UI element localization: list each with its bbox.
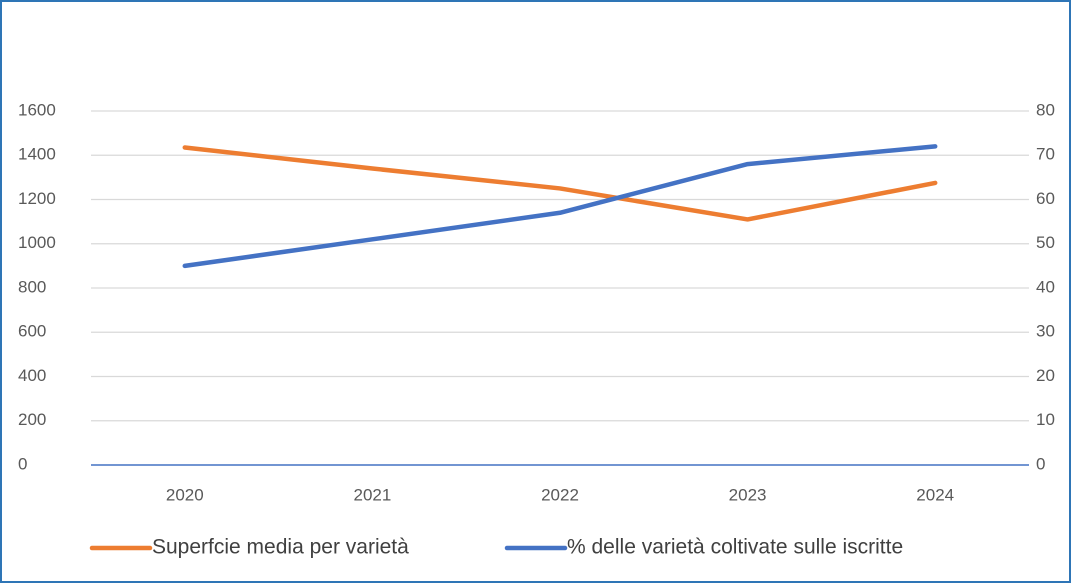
series-line: [182, 145, 938, 222]
y2-tick-label: 20: [1036, 366, 1055, 385]
y2-tick-label: 40: [1036, 277, 1055, 296]
y-tick-label: 1200: [18, 189, 56, 208]
x-tick-label: 2022: [541, 485, 579, 504]
y-tick-label: 800: [18, 277, 46, 296]
y2-tick-label: 60: [1036, 189, 1055, 208]
y-tick-label: 1000: [18, 233, 56, 252]
x-tick-label: 2020: [166, 485, 204, 504]
y-tick-label: 400: [18, 366, 46, 385]
y-tick-label: 600: [18, 322, 46, 341]
legend-label: % delle varietà coltivate sulle iscritte: [567, 536, 903, 559]
y-tick-label: 200: [18, 410, 46, 429]
y2-tick-label: 30: [1036, 322, 1055, 341]
lines: [182, 144, 938, 269]
legend-label: Superfcie media per varietà: [152, 536, 409, 559]
series-line: [182, 144, 938, 269]
y-tick-label: 1600: [18, 100, 56, 119]
y2-tick-label: 70: [1036, 145, 1055, 164]
x-tick-label: 2021: [353, 485, 391, 504]
legend: Superfcie media per varietà % delle varie…: [89, 536, 903, 559]
y2-tick-label: 10: [1036, 410, 1055, 429]
y2-tick-label: 80: [1036, 100, 1055, 119]
y2-tick-label: 0: [1036, 454, 1045, 473]
y-tick-label: 0: [18, 454, 27, 473]
y-tick-label: 1400: [18, 145, 56, 164]
grid: 0 200 400 600 800 1000 1200 1400 1600 0 10 20 30 40 50…: [18, 100, 1055, 504]
y2-tick-label: 50: [1036, 233, 1055, 252]
x-tick-label: 2023: [729, 485, 767, 504]
x-tick-label: 2024: [916, 485, 954, 504]
